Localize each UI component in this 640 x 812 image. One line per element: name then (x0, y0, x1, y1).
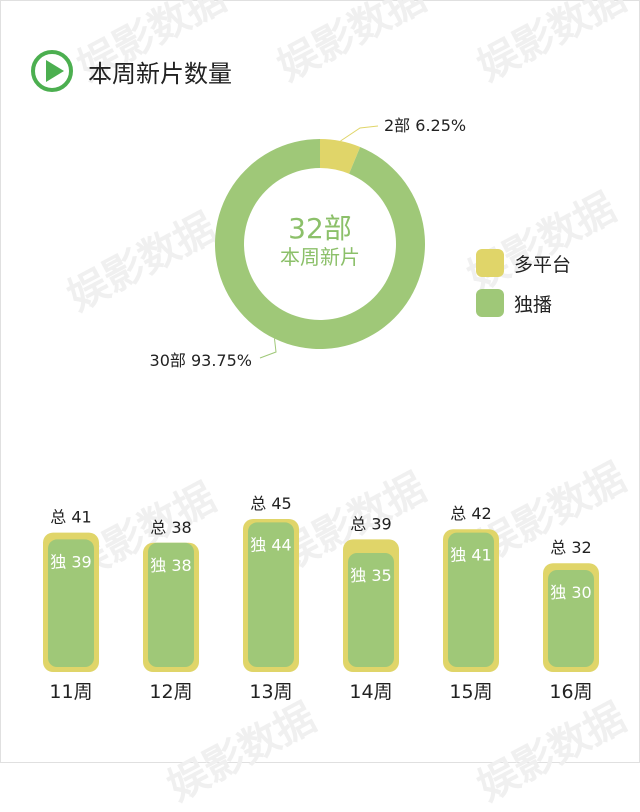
bar-exclusive-label-5: 独 30 (550, 583, 591, 602)
bar-exclusive-label-3: 独 35 (350, 566, 391, 585)
bar-total-label-4: 总 42 (450, 504, 491, 523)
legend-label: 独播 (514, 293, 553, 316)
bar-total-label-1: 总 38 (150, 518, 191, 537)
legend-swatch (476, 249, 504, 277)
bar-exclusive-1 (148, 542, 194, 667)
bar-exclusive-label-0: 独 39 (50, 552, 91, 571)
slice-label-1: 30部 93.75% (150, 351, 252, 370)
legend-item-multi-platform: 多平台 (476, 248, 571, 278)
bar-exclusive-label-2: 独 44 (250, 535, 291, 554)
x-tick-label-4: 15周 (449, 681, 492, 703)
bar-total-label-0: 总 41 (50, 508, 91, 527)
donut-center-label: 本周新片 (280, 245, 360, 269)
bar-exclusive-label-4: 独 41 (450, 546, 491, 565)
x-tick-label-1: 12周 (149, 681, 192, 703)
slice-label-0: 2部 6.25% (384, 116, 466, 135)
play-icon (31, 50, 73, 92)
x-tick-label-2: 13周 (249, 681, 292, 703)
bar-exclusive-2 (248, 522, 294, 667)
x-tick-label-0: 11周 (49, 681, 92, 703)
bar-total-label-2: 总 45 (250, 494, 291, 513)
bar-exclusive-5 (548, 570, 594, 667)
bar-total-label-3: 总 39 (350, 514, 391, 533)
x-tick-label-5: 16周 (549, 681, 592, 703)
leader-line-0 (340, 125, 379, 142)
bar-total-label-5: 总 32 (550, 538, 591, 557)
leader-line-1 (259, 338, 277, 359)
bar-exclusive-4 (448, 532, 494, 667)
legend-item-exclusive: 独播 (476, 288, 571, 318)
pie-slice-0 (320, 139, 361, 174)
page-title: 本周新片数量 (88, 59, 232, 88)
x-tick-label-3: 14周 (349, 681, 392, 703)
bar-exclusive-3 (348, 553, 394, 667)
legend-label: 多平台 (514, 253, 572, 276)
pie-legend: 多平台 独播 (476, 248, 571, 328)
page-header: 本周新片数量 (30, 46, 232, 96)
legend-swatch (476, 289, 504, 317)
bar-exclusive-label-1: 独 38 (150, 556, 191, 575)
donut-center-value: 32部 (288, 212, 352, 245)
bar-exclusive-0 (48, 539, 94, 667)
